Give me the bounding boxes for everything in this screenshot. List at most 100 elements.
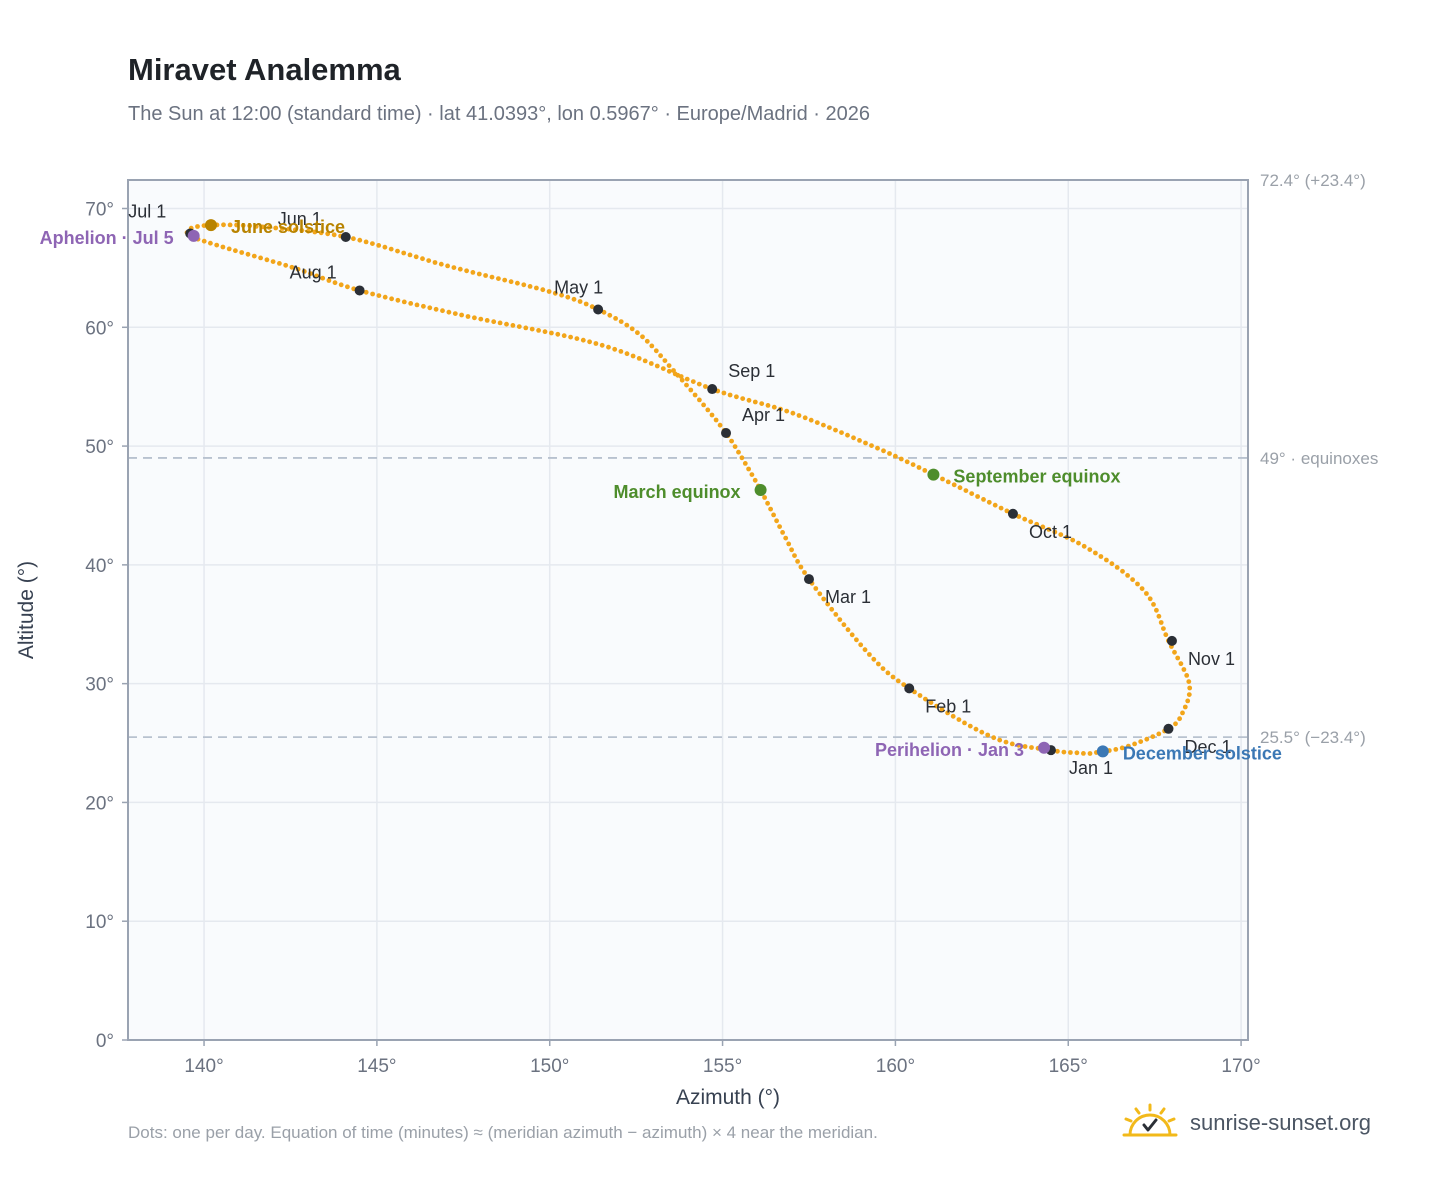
event-label: September equinox [953,467,1120,487]
daily-dot [858,642,864,648]
brand-name: sunrise-sunset.org [1190,1110,1371,1135]
daily-dot [464,268,469,274]
daily-dot [871,656,877,662]
daily-dot [1104,557,1109,563]
daily-dot [1180,710,1185,716]
daily-dot [521,282,527,288]
daily-dot [790,410,796,416]
daily-dot [1154,607,1159,613]
daily-dot [771,512,776,518]
daily-dot [1029,745,1034,750]
daily-dot [1186,679,1192,684]
daily-dot [808,417,814,423]
daily-dot [649,343,655,349]
daily-dot [1114,565,1120,570]
daily-dot [1081,751,1086,756]
daily-dot [1074,750,1080,756]
daily-dot [433,306,439,312]
daily-dot [624,351,630,357]
daily-dot [451,265,457,270]
daily-dot [997,737,1003,743]
daily-dot [529,326,535,332]
event-marker [1038,741,1051,754]
daily-dot [1022,516,1028,522]
daily-dot [814,420,820,425]
daily-dot [286,226,292,232]
daily-dot [251,253,257,259]
daily-dot [214,242,220,248]
daily-dot [1034,521,1040,527]
daily-dot [701,402,706,408]
daily-dot [427,305,433,311]
daily-dot [975,494,980,499]
daily-dot [1093,550,1098,556]
daily-dot [705,407,711,413]
daily-dot [516,324,522,329]
daily-dot [1064,534,1070,540]
daily-dot [489,274,495,280]
daily-dot [1161,626,1166,631]
daily-dot [890,674,896,680]
brand[interactable]: sunrise-sunset.org [1122,1103,1371,1143]
daily-dot [395,248,400,254]
daily-dot [536,328,541,333]
daily-dot [1009,741,1015,747]
daily-dot [736,449,741,455]
daily-dot [666,368,672,374]
month-marker [707,384,718,395]
daily-dot [565,294,571,300]
daily-dot [778,406,783,412]
daily-dot [420,256,425,262]
daily-dot [577,299,583,304]
daily-dot [1113,747,1119,752]
daily-dot [201,238,207,244]
daily-dot [612,346,618,352]
month-marker-label: Jan 1 [1069,758,1113,778]
month-marker-label: Feb 1 [925,696,971,716]
daily-dot [666,363,672,368]
daily-dot [749,472,755,477]
y-tick-label: 60° [85,318,114,339]
y-tick-label: 0° [96,1031,114,1052]
daily-dot [445,263,450,269]
event-marker [927,468,940,481]
daily-dot [742,461,748,466]
daily-dot [1173,721,1178,727]
daily-dot [1158,620,1164,625]
daily-dot [549,330,554,336]
daily-dot [277,261,282,266]
daily-dot [658,353,663,359]
daily-dot [654,363,660,369]
daily-dot [1144,736,1150,742]
daily-dot [950,713,956,719]
daily-dot [817,591,823,597]
daily-dot [792,553,797,558]
x-tick-label: 165° [1049,1056,1088,1077]
daily-dot [446,309,452,315]
daily-dot [862,647,868,653]
daily-dot [752,399,758,405]
daily-dot [314,273,319,279]
daily-dot [401,299,407,305]
daily-dot [465,314,471,319]
daily-dot [923,696,928,702]
daily-dot [1177,716,1182,722]
daily-dot [839,430,844,435]
reference-line-label: 72.4° (+23.4°) [1260,171,1366,190]
daily-dot [1147,596,1153,602]
daily-dot [985,732,991,738]
daily-dot [1022,744,1028,749]
daily-dot [762,495,767,500]
daily-dot [527,284,533,289]
footnote: Dots: one per day. Equation of time (min… [128,1123,878,1142]
daily-dot [320,275,326,281]
daily-dot [1126,743,1131,749]
daily-dot [283,262,289,268]
daily-dot [407,252,413,258]
daily-dot [1125,573,1130,578]
daily-dot [945,479,951,485]
month-marker [1166,635,1177,646]
daily-dot [1076,540,1081,546]
daily-dot [502,277,508,283]
daily-dot [234,222,240,228]
